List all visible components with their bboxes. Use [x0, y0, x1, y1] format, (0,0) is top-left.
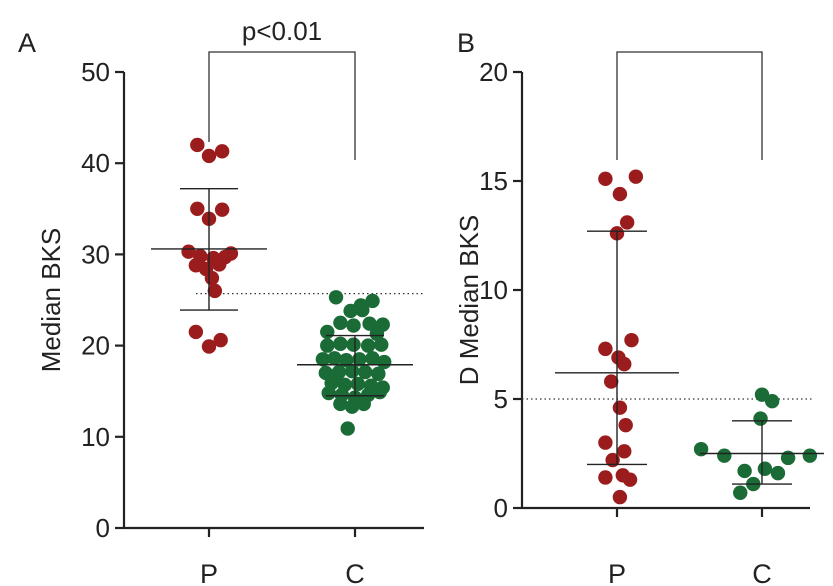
data-point: [753, 411, 768, 426]
data-point: [612, 400, 628, 415]
data-point: [617, 356, 632, 372]
data-point: [333, 396, 348, 412]
data-point: [764, 393, 780, 409]
data-point: [344, 363, 360, 379]
y-tick-label: 20: [479, 57, 508, 87]
y-tick-label: 40: [81, 148, 110, 178]
data-point: [320, 338, 335, 353]
data-point: [190, 201, 205, 216]
data-point: [207, 283, 223, 299]
data-point: [327, 351, 342, 366]
panel-label: B: [457, 28, 475, 58]
data-point: [365, 293, 380, 309]
data-point: [377, 354, 392, 370]
panel-label: A: [18, 28, 36, 58]
data-point: [757, 461, 773, 476]
data-point: [201, 148, 217, 164]
significance-label: p<0.01: [242, 16, 322, 46]
x-tick-label: C: [752, 559, 772, 586]
data-point: [624, 332, 639, 348]
x-tick-label: P: [608, 559, 626, 586]
data-point: [617, 444, 632, 459]
data-point: [770, 465, 786, 481]
y-axis-label: D Median BKS: [454, 215, 484, 386]
data-point: [604, 374, 619, 389]
data-point: [188, 324, 204, 340]
data-point: [333, 315, 348, 330]
data-point: [350, 376, 366, 392]
data-point: [346, 337, 361, 352]
y-tick-label: 0: [494, 493, 508, 523]
data-point: [214, 202, 230, 217]
data-point: [612, 186, 628, 202]
data-point: [352, 352, 367, 367]
data-point: [346, 318, 361, 333]
data-point: [360, 338, 376, 353]
y-tick-label: 0: [96, 513, 110, 543]
data-point: [362, 316, 377, 331]
data-point: [693, 441, 709, 457]
data-point: [737, 463, 752, 479]
data-point: [802, 448, 818, 463]
y-tick-label: 5: [494, 384, 508, 414]
data-point: [213, 332, 228, 348]
data-point: [615, 468, 630, 483]
y-tick-label: 15: [479, 166, 508, 196]
y-tick-label: 10: [81, 422, 110, 452]
data-point: [365, 351, 380, 366]
data-point: [628, 169, 644, 184]
data-point: [344, 399, 360, 414]
significance-bracket: [208, 51, 356, 160]
y-axis-label: Median BKS: [36, 228, 66, 373]
data-point: [612, 489, 628, 505]
data-point: [605, 452, 620, 468]
data-point: [717, 448, 732, 463]
data-point: [358, 364, 373, 380]
data-point: [374, 337, 389, 352]
panel-a: A 0 10 20 30 40 50 P C Median BKS p<0.01: [18, 16, 425, 586]
data-point: [190, 137, 205, 153]
data-point: [339, 352, 354, 368]
data-point: [201, 339, 217, 354]
data-point: [598, 435, 613, 450]
data-point: [369, 326, 385, 341]
data-point: [181, 244, 196, 259]
data-point: [371, 366, 386, 382]
y-tick-label: 10: [479, 275, 508, 305]
data-point: [340, 421, 355, 436]
data-point: [598, 470, 613, 485]
data-point: [214, 144, 230, 159]
significance-bracket: [616, 51, 763, 160]
data-point: [321, 385, 336, 401]
data-point: [212, 257, 227, 272]
x-tick-label: P: [200, 559, 218, 586]
y-tick-label: 50: [81, 57, 110, 87]
data-point: [328, 371, 344, 386]
data-point: [372, 384, 388, 400]
data-point: [598, 341, 613, 357]
data-point: [356, 396, 371, 412]
data-point: [333, 336, 348, 351]
panel-b: B 0 5 10 15 20 P C D Median BKS: [454, 28, 824, 586]
data-point: [315, 352, 331, 367]
y-tick-label: 20: [81, 331, 110, 361]
data-point: [598, 171, 613, 187]
x-tick-label: C: [345, 559, 365, 586]
data-point: [320, 324, 335, 340]
data-point: [204, 270, 220, 286]
y-tick-label: 30: [81, 239, 110, 269]
data-point: [328, 290, 344, 305]
data-point: [223, 246, 239, 261]
data-point: [733, 485, 748, 500]
data-point: [780, 450, 796, 466]
data-point: [353, 298, 369, 313]
data-point: [619, 215, 635, 230]
data-point: [618, 417, 633, 433]
